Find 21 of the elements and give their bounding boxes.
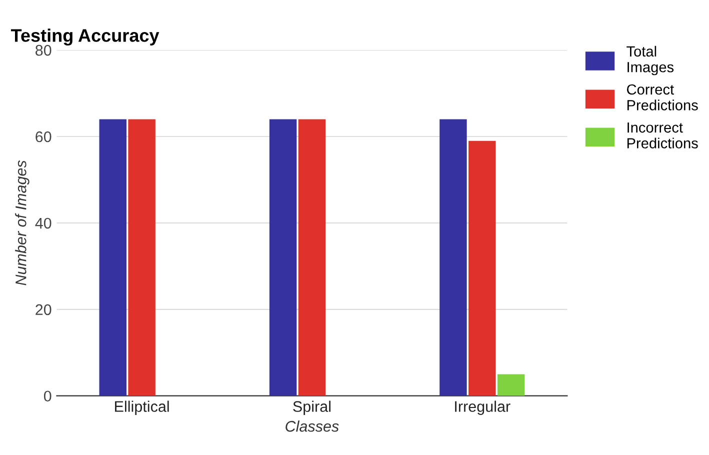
y-tick-label: 0	[44, 390, 52, 402]
bar	[440, 119, 467, 396]
bar	[468, 140, 496, 396]
legend-label: Incorrect Predictions	[627, 122, 698, 148]
chart-title: Testing Accuracy	[10, 28, 160, 46]
bar	[298, 119, 326, 396]
x-tick-label: Elliptical	[115, 400, 169, 415]
y-tick-label: 20	[36, 304, 52, 316]
y-tick-label: 60	[36, 131, 52, 142]
x-tick-label: Spiral	[293, 400, 330, 415]
bar	[269, 119, 297, 396]
bar	[99, 119, 126, 396]
y-axis-title: Number of Images	[15, 160, 30, 286]
x-tick-label: Irregular	[455, 400, 510, 415]
x-axis-title: Classes	[286, 420, 339, 432]
legend-label: Total Images	[626, 46, 674, 76]
legend-label: Correct Predictions	[627, 84, 698, 110]
bar	[128, 119, 156, 396]
bar	[497, 374, 525, 396]
y-tick-label: 80	[36, 44, 52, 56]
y-tick-label: 40	[35, 218, 52, 229]
